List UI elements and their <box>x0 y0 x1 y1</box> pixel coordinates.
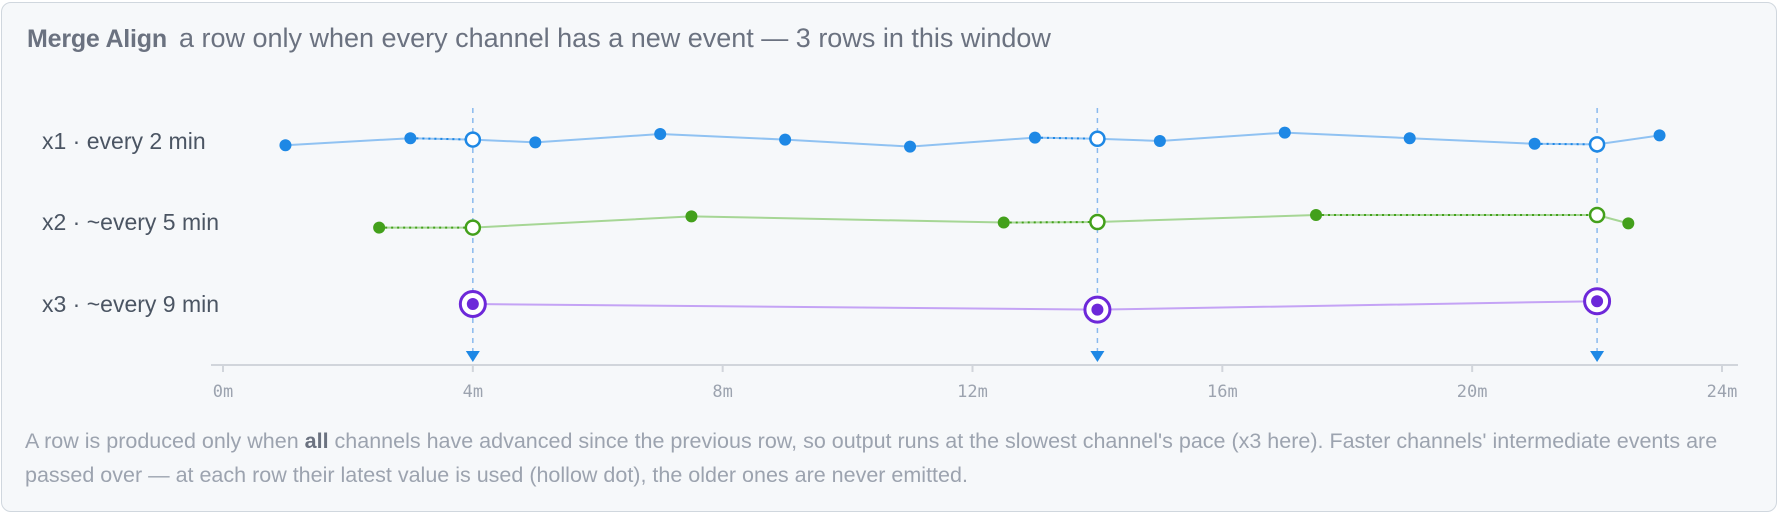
channel-1-event-dot <box>1653 129 1666 142</box>
channel-label-1: x1 · every 2 min <box>42 128 206 154</box>
output-row-arrow-icon-1 <box>465 351 480 362</box>
channel-1-event-dot <box>1153 135 1166 147</box>
channel-line-1 <box>285 131 1660 148</box>
channel-line-3 <box>472 300 1598 311</box>
channel-2-event-dot <box>1622 217 1635 230</box>
footnote-text-before: A row is produced only when <box>25 429 305 453</box>
channel-1-event-dot <box>279 139 292 152</box>
axis-tick-label: 8m <box>712 382 732 402</box>
footnote-text-after: channels have advanced since the previou… <box>25 429 1718 487</box>
axis-tick-label: 16m <box>1207 382 1238 402</box>
output-row-arrow-icon-2 <box>1090 351 1105 362</box>
channel-2-event-dot <box>1310 209 1323 221</box>
header: Merge Align a row only when every channel… <box>27 23 1051 54</box>
carry-over-line-1-2 <box>1034 136 1098 140</box>
footnote-emphasis: all <box>304 429 329 453</box>
channel-2-sampled-dot-1 <box>464 219 482 236</box>
axis-tick-label: 20m <box>1457 382 1488 402</box>
axis-tick-label: 4m <box>463 382 483 402</box>
channel-1-sampled-dot-2 <box>1089 130 1106 148</box>
axis-tick-label: 0m <box>213 382 233 402</box>
page-title: Merge Align <box>27 25 167 53</box>
channel-1-event-dot <box>1278 126 1291 139</box>
channel-label-2: x2 · ~every 5 min <box>42 209 219 235</box>
channel-1-event-dot <box>1403 132 1416 145</box>
channel-2-event-dot <box>373 221 386 234</box>
page-subtitle: a row only when every channel has a new … <box>178 23 1051 53</box>
channel-1-event-dot <box>404 132 417 145</box>
output-row-arrow-icon-3 <box>1590 351 1605 362</box>
channel-1-event-dot <box>904 140 917 153</box>
row-event-dot-1 <box>466 298 479 310</box>
channel-1-event-dot <box>779 133 792 146</box>
axis-tick-label: 12m <box>957 382 988 402</box>
carry-over-line-2-2 <box>1003 221 1098 224</box>
carry-over-line-1-1 <box>410 137 473 141</box>
channel-1-sampled-dot-3 <box>1588 136 1606 153</box>
channel-1-event-dot <box>1028 131 1041 144</box>
channel-2-event-dot <box>997 216 1010 229</box>
channel-1-sampled-dot-1 <box>464 131 482 148</box>
channel-1-event-dot <box>529 136 542 149</box>
channel-2-sampled-dot-2 <box>1089 213 1106 231</box>
row-event-dot-3 <box>1591 295 1604 308</box>
channel-2-sampled-dot-3 <box>1588 206 1606 224</box>
carry-over-line-1-3 <box>1534 142 1598 146</box>
axis-tick-label: 24m <box>1707 382 1738 402</box>
channel-2-event-dot <box>685 210 698 223</box>
channel-1-event-dot <box>1528 137 1541 150</box>
footnote: A row is produced only when all channels… <box>25 424 1755 492</box>
row-event-dot-2 <box>1091 303 1104 316</box>
channel-1-event-dot <box>654 128 667 140</box>
channel-label-3: x3 · ~every 9 min <box>42 291 219 317</box>
